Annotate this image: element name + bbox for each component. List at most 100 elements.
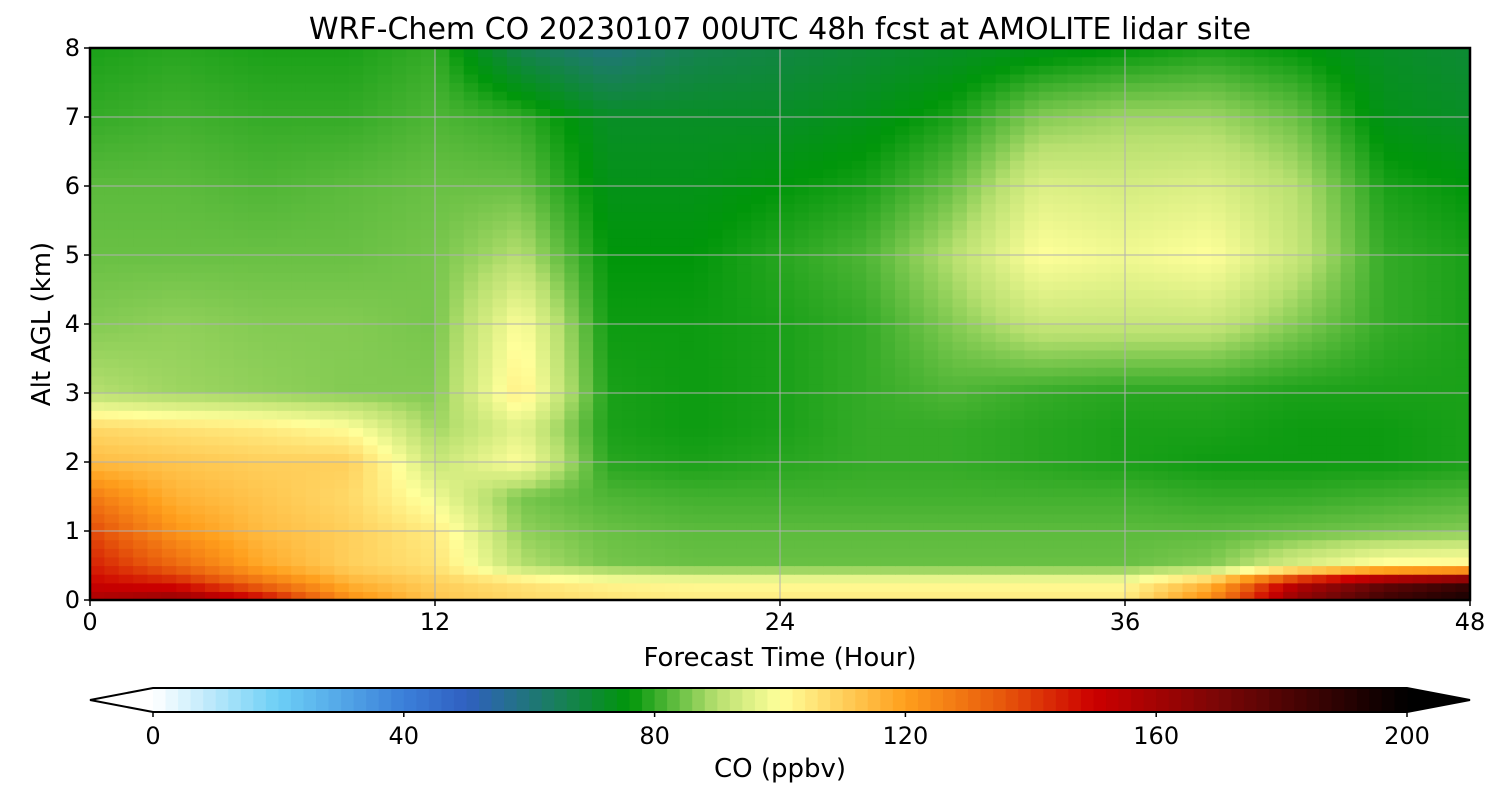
heatmap-cell [736, 246, 752, 256]
heatmap-cell [1355, 315, 1370, 325]
heatmap-cell [693, 479, 709, 489]
heatmap-cell [219, 220, 235, 230]
heatmap-cell [880, 565, 896, 575]
heatmap-cell [104, 229, 120, 239]
heatmap-cell [435, 453, 450, 463]
heatmap-cell [665, 168, 680, 178]
heatmap-cell [621, 289, 637, 299]
heatmap-cell [751, 272, 767, 282]
heatmap-cell [880, 194, 896, 204]
heatmap-cell [607, 375, 623, 385]
heatmap-cell [190, 160, 206, 170]
heatmap-cell [1168, 548, 1184, 558]
heatmap-cell [923, 393, 939, 403]
heatmap-cell [1268, 358, 1284, 368]
heatmap-cell [1311, 574, 1327, 584]
heatmap-cell [1211, 341, 1227, 351]
heatmap-cell [995, 487, 1011, 498]
heatmap-cell [348, 263, 364, 273]
heatmap-cell [593, 410, 609, 420]
heatmap-cell [1139, 177, 1155, 187]
heatmap-cell [1225, 410, 1241, 420]
heatmap-cell [521, 298, 537, 308]
heatmap-cell [1067, 384, 1083, 394]
heatmap-cell [808, 203, 824, 213]
heatmap-cell [320, 289, 335, 299]
heatmap-cell [1211, 522, 1227, 532]
heatmap-cell [233, 255, 249, 265]
heatmap-cell [1110, 401, 1126, 411]
heatmap-cell [1110, 582, 1126, 592]
heatmap-cell [1369, 358, 1385, 368]
heatmap-cell [851, 332, 867, 342]
heatmap-cell [1139, 574, 1155, 584]
heatmap-cell [1096, 186, 1112, 196]
heatmap-cell [1254, 548, 1270, 558]
heatmap-cell [693, 522, 709, 532]
heatmap-cell [1125, 246, 1140, 256]
heatmap-cell [1196, 358, 1212, 368]
heatmap-cell [909, 151, 925, 161]
heatmap-cell [722, 427, 738, 437]
heatmap-cell [435, 324, 450, 334]
heatmap-cell [435, 220, 450, 230]
heatmap-cell [176, 479, 192, 489]
heatmap-cell [794, 393, 810, 403]
heatmap-cell [866, 349, 882, 360]
heatmap-cell [966, 203, 982, 213]
heatmap-cell [506, 393, 522, 403]
heatmap-cell [435, 211, 450, 222]
heatmap-cell [823, 393, 839, 403]
heatmap-cell [909, 194, 925, 204]
heatmap-cell [391, 479, 407, 489]
heatmap-cell [866, 410, 882, 420]
heatmap-cell [176, 358, 192, 368]
heatmap-cell [219, 548, 235, 558]
heatmap-cell [909, 401, 925, 411]
heatmap-cell [1053, 211, 1069, 222]
heatmap-cell [276, 289, 292, 299]
heatmap-cell [219, 513, 235, 523]
heatmap-cell [621, 410, 637, 420]
heatmap-cell [981, 168, 997, 178]
heatmap-cell [938, 384, 954, 394]
heatmap-cell [952, 211, 968, 222]
heatmap-cell [693, 418, 709, 429]
heatmap-cell [923, 436, 939, 446]
heatmap-cell [866, 229, 882, 239]
heatmap-cell [636, 280, 652, 291]
heatmap-cell [1254, 401, 1270, 411]
heatmap-cell [1182, 539, 1198, 549]
heatmap-cell [133, 410, 149, 420]
heatmap-cell [550, 332, 565, 342]
heatmap-cell [1441, 375, 1457, 385]
heatmap-cell [851, 306, 867, 316]
heatmap-cell [1340, 539, 1356, 549]
heatmap-cell [262, 194, 278, 204]
heatmap-cell [607, 548, 623, 558]
heatmap-cell [1153, 410, 1169, 420]
heatmap-cell [1383, 393, 1399, 403]
heatmap-cell [435, 522, 450, 532]
heatmap-cell [1153, 505, 1169, 515]
heatmap-cell [248, 531, 264, 541]
heatmap-cell [435, 548, 450, 558]
heatmap-cell [1398, 358, 1414, 368]
heatmap-cell [866, 280, 882, 291]
heatmap-cell [952, 177, 968, 187]
heatmap-cell [118, 263, 134, 273]
heatmap-cell [995, 349, 1011, 360]
heatmap-cell [1024, 436, 1040, 446]
heatmap-cell [636, 358, 652, 368]
heatmap-cell [1038, 220, 1054, 230]
heatmap-cell [665, 246, 680, 256]
heatmap-cell [679, 479, 695, 489]
heatmap-cell [1010, 194, 1025, 204]
heatmap-cell [1139, 410, 1155, 420]
heatmap-cell [1297, 539, 1313, 549]
heatmap-cell [621, 505, 637, 515]
heatmap-cell [1455, 418, 1470, 429]
heatmap-cell [1081, 565, 1097, 575]
heatmap-cell [1412, 401, 1428, 411]
heatmap-cell [981, 401, 997, 411]
